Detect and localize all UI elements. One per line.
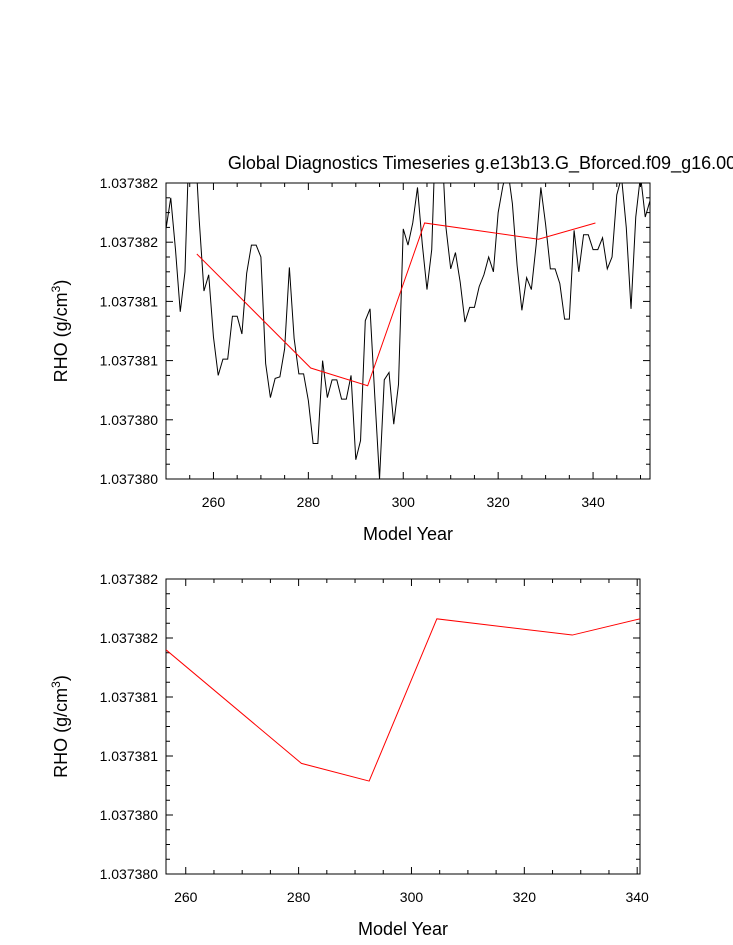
y-axis-title: RHO (g/cm3) [49, 675, 71, 778]
y-tick-label: 1.037382 [100, 234, 159, 250]
y-tick-label: 1.037380 [100, 412, 159, 428]
y-axis-title: RHO (g/cm3) [49, 280, 71, 383]
y-tick-label: 1.037381 [100, 293, 159, 309]
running-mean-series-line [196, 222, 596, 387]
x-tick-label: 280 [287, 889, 311, 905]
x-axis-title: Model Year [363, 524, 453, 544]
x-tick-label: 260 [174, 889, 198, 905]
x-tick-label: 340 [625, 889, 649, 905]
timeseries-chart: 260 280 300 320 340 1.037380 1.037380 1.037381 1… [49, 153, 733, 544]
y-tick-label: 1.037381 [100, 689, 159, 705]
x-tick-label: 320 [486, 494, 510, 510]
running-mean-series-line [166, 618, 640, 782]
x-tick-label: 300 [400, 889, 424, 905]
x-axis-title: Model Year [358, 919, 448, 939]
y-tick-label: 1.037380 [100, 866, 159, 882]
x-tick-label: 340 [581, 494, 605, 510]
y-tick-label: 1.037380 [100, 471, 159, 487]
running-mean-chart: 260 280 300 320 340 1.037380 1.037380 1.037381 1… [49, 571, 649, 939]
y-tick-label: 1.037382 [100, 571, 159, 587]
y-tick-label: 1.037382 [100, 630, 159, 646]
x-tick-label: 280 [297, 494, 321, 510]
x-tick-label: 300 [392, 494, 416, 510]
chart-title: Global Diagnostics Timeseries g.e13b13.G… [228, 153, 733, 174]
y-tick-label: 1.037381 [100, 353, 159, 369]
x-tick-label: 260 [202, 494, 226, 510]
y-tick-label: 1.037381 [100, 748, 159, 764]
y-tick-label: 1.037382 [100, 175, 159, 191]
x-tick-label: 320 [513, 889, 537, 905]
y-tick-label: 1.037380 [100, 807, 159, 823]
annual-series-line [166, 183, 650, 479]
